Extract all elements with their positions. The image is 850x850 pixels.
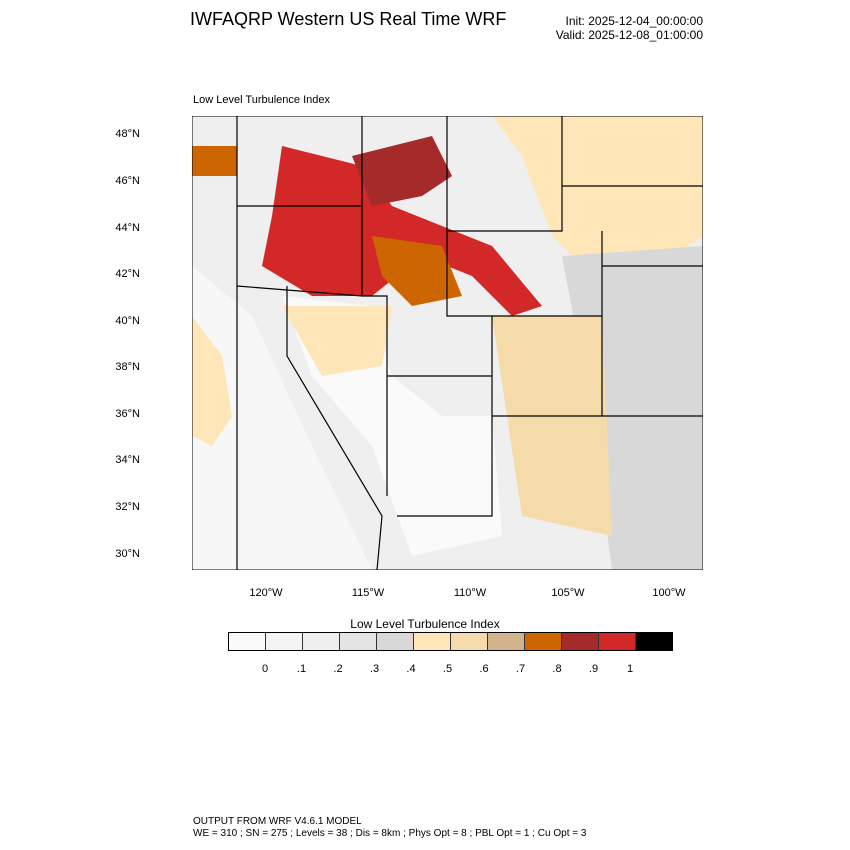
lon-label: 110°W [453,587,487,599]
colorbar-tick-label: .3 [369,663,380,675]
lon-label: 120°W [249,587,283,599]
lat-label: 44°N [115,222,140,234]
very-high-turbulence-region [352,136,452,206]
colorbar-swatch [599,633,636,650]
colorbar-tick-label: 0 [261,663,269,675]
lat-label: 32°N [115,501,140,513]
southwest-tan-region [492,316,612,536]
footer-config: WE = 310 ; SN = 275 ; Levels = 38 ; Dis … [193,828,587,839]
turbulence-map [192,116,703,570]
colorbar-swatch [562,633,599,650]
high-turbulence-region [262,146,542,316]
lon-label: 105°W [551,587,585,599]
colorbar-tick-label: 1 [626,663,634,675]
colorbar-tick-label: .4 [406,663,416,675]
lat-label: 40°N [115,315,140,327]
colorbar-swatch [488,633,525,650]
colorbar-swatch [229,633,266,650]
colorbar-title: Low Level Turbulence Index [350,617,500,631]
lat-label: 42°N [115,268,140,280]
colorbar [228,632,673,651]
state-borders [236,116,703,570]
colorbar-tick-label: .1 [296,663,307,675]
coastal-tan-region [192,316,232,446]
lon-label: 100°W [652,587,686,599]
colorbar-swatch [266,633,303,650]
colorbar-swatch [340,633,377,650]
colorbar-swatch [377,633,414,650]
colorbar-tick-label: .6 [479,663,489,675]
colorbar-swatch [636,633,672,650]
colorbar-tick-label: .7 [515,663,526,675]
colorbar-swatch [303,633,340,650]
colorbar-tick-label: .8 [552,663,562,675]
lat-label: 48°N [115,128,140,140]
moderate-turbulence-region [372,236,462,306]
colorbar-tick-label: .9 [588,663,599,675]
lat-label: 34°N [115,454,140,466]
colorbar-tick-label: .2 [333,663,343,675]
footer-model: OUTPUT FROM WRF V4.6.1 MODEL [193,816,362,827]
valid-time: Valid: 2025-12-08_01:00:00 [555,28,703,42]
lat-label: 30°N [115,548,140,560]
colorbar-tick-label: .5 [442,663,453,675]
lat-label: 46°N [115,175,140,187]
lat-label: 36°N [115,408,140,420]
init-time: Init: 2025-12-04_00:00:00 [565,14,703,28]
colorbar-swatch [525,633,562,650]
lon-label: 115°W [351,587,385,599]
offshore-orange-region [192,146,237,176]
map-subtitle: Low Level Turbulence Index [193,94,330,106]
lat-label: 38°N [115,361,140,373]
plot-title: IWFAQRP Western US Real Time WRF [190,9,507,29]
great-basin-tan-region [282,306,392,376]
colorbar-swatch [451,633,488,650]
colorbar-swatch [414,633,451,650]
